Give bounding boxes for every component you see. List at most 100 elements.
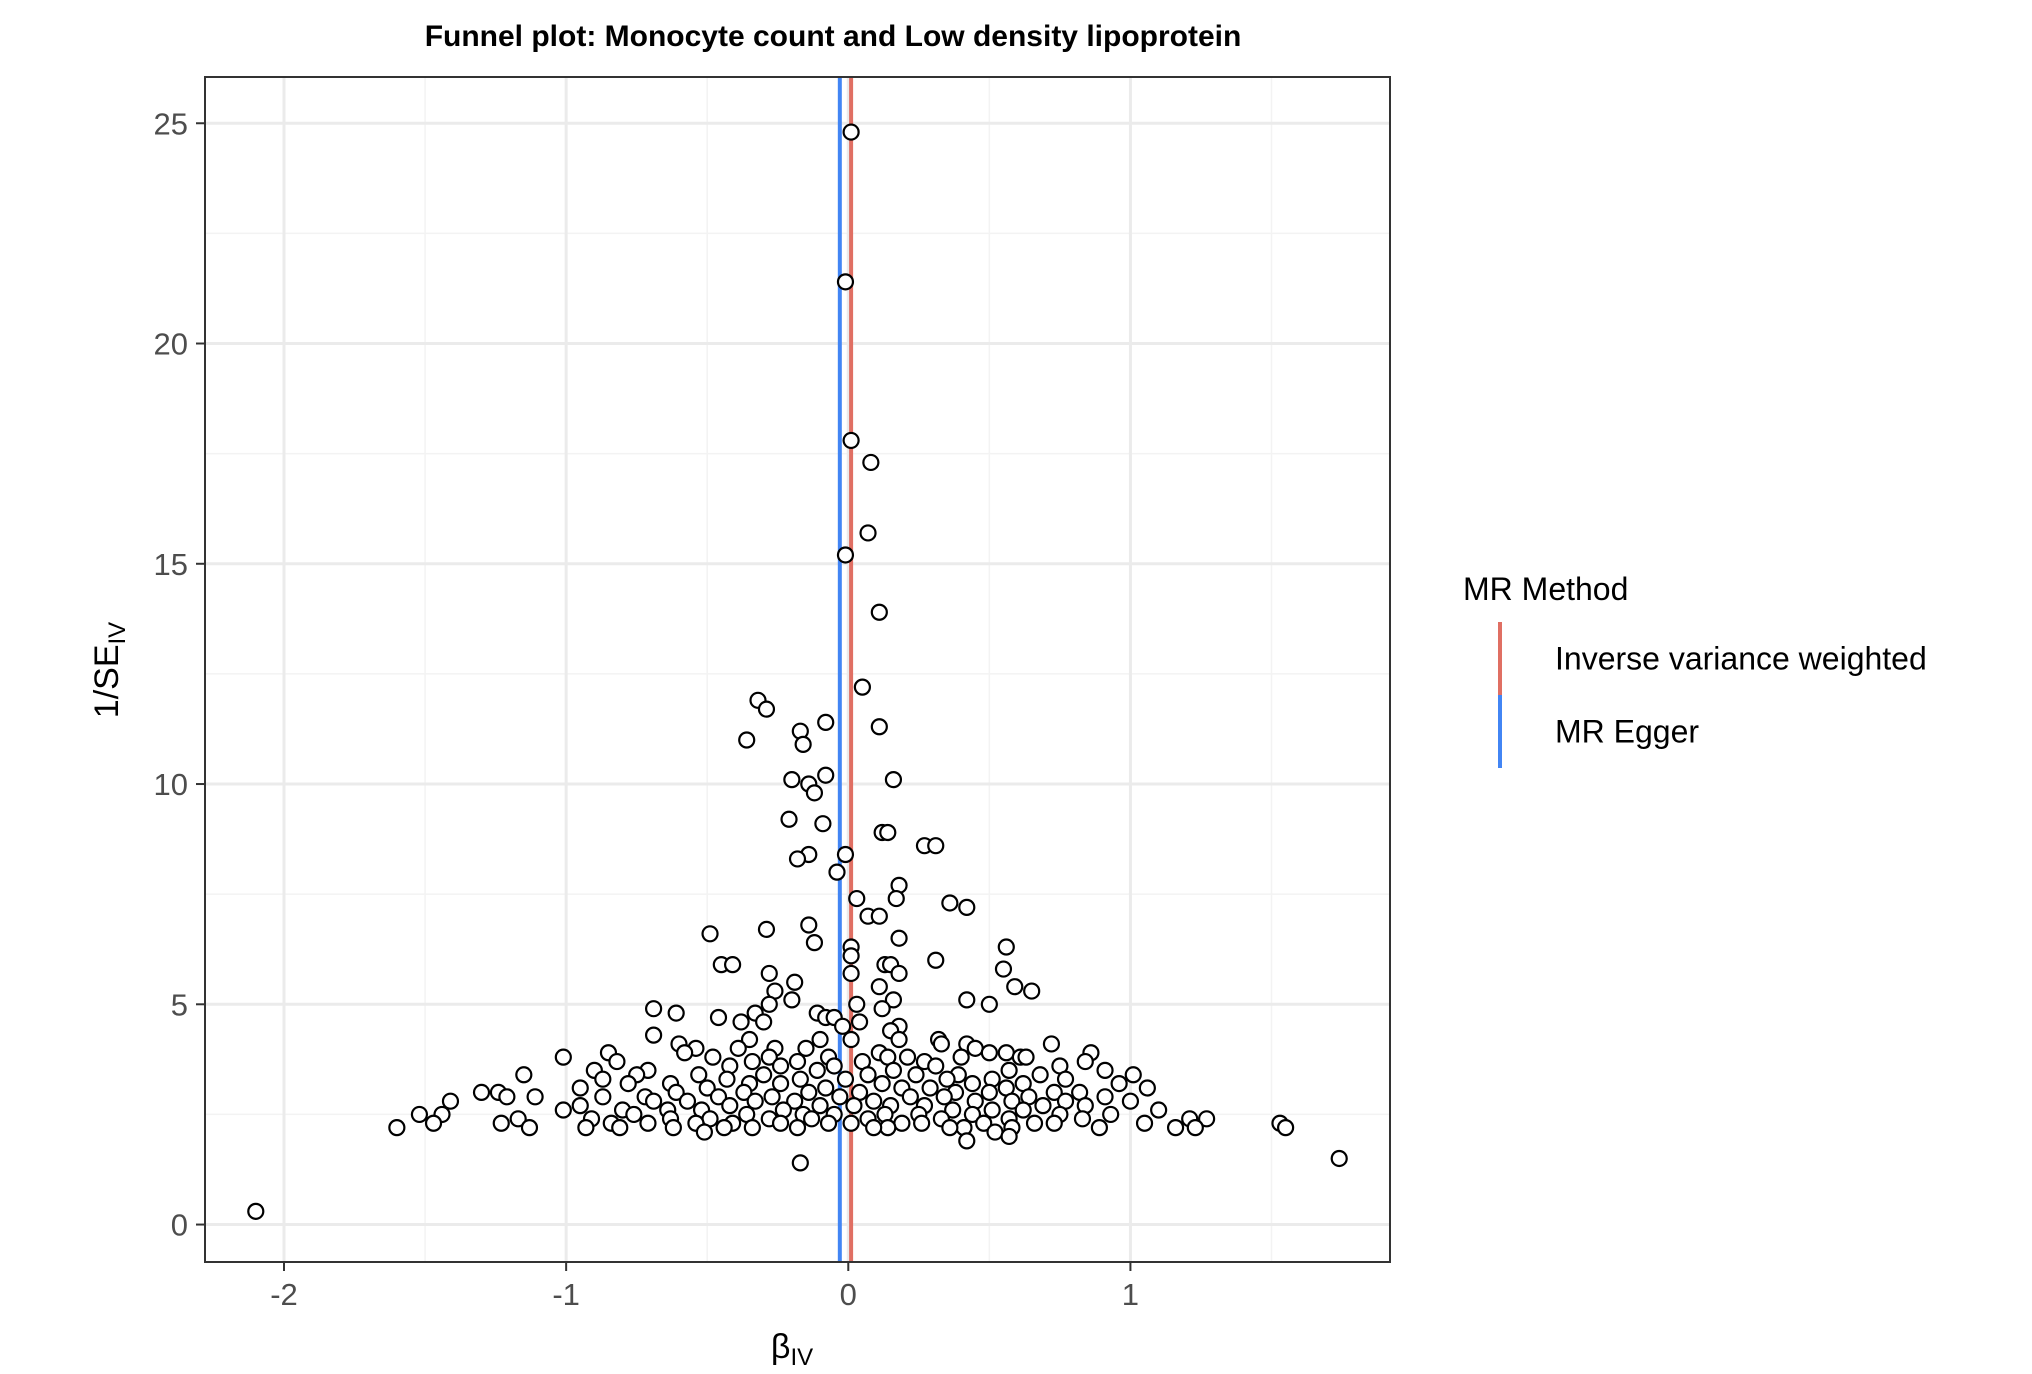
data-point (848, 889, 866, 908)
data-point (797, 1039, 815, 1057)
data-point (927, 837, 945, 855)
data-point (935, 1088, 953, 1106)
x-tick-label: -2 (270, 1277, 298, 1312)
data-point (927, 1057, 945, 1075)
data-point (842, 1114, 860, 1132)
data-point (1025, 1114, 1044, 1132)
data-point (760, 964, 778, 983)
data-point (870, 978, 888, 996)
data-point (690, 1066, 708, 1084)
data-point (963, 1105, 982, 1124)
legend-title: MR Method (1463, 571, 1628, 607)
data-point (554, 1101, 572, 1119)
data-point (577, 1119, 595, 1137)
data-point (554, 1048, 572, 1066)
data-point (983, 1101, 1001, 1119)
data-point (1073, 1110, 1092, 1128)
data-point (834, 1017, 852, 1035)
data-point (879, 1119, 897, 1137)
data-point (1102, 1105, 1120, 1124)
data-point (757, 920, 776, 939)
data-point (515, 1066, 533, 1084)
data-point (879, 823, 897, 842)
data-point (676, 1044, 694, 1062)
data-point (771, 1114, 790, 1132)
data-point (1006, 978, 1024, 996)
data-point (873, 1074, 891, 1093)
data-points (247, 123, 1348, 1220)
data-point (836, 546, 855, 564)
data-point (870, 718, 888, 736)
data-point (1110, 1074, 1128, 1093)
data-point (842, 947, 860, 965)
data-point (980, 1083, 998, 1101)
data-point (729, 1039, 747, 1057)
data-point (1135, 1114, 1154, 1132)
data-point (800, 1083, 818, 1101)
data-point (738, 731, 756, 749)
data-point (800, 916, 818, 934)
data-point (571, 1079, 589, 1097)
data-point (958, 898, 976, 916)
data-point (859, 524, 877, 542)
data-point (498, 1088, 516, 1106)
data-point (893, 1114, 911, 1132)
y-tick-label: 25 (154, 106, 188, 141)
data-point (1198, 1110, 1216, 1128)
data-point (975, 1114, 993, 1132)
data-point (786, 973, 804, 991)
data-point (944, 1101, 962, 1119)
data-point (746, 1092, 764, 1110)
data-point (721, 1097, 739, 1115)
data-point (645, 1000, 663, 1018)
data-point (571, 1097, 589, 1115)
data-point (862, 453, 880, 472)
data-point (859, 1066, 877, 1084)
data-point (831, 1088, 849, 1106)
data-point (865, 1092, 883, 1110)
data-point (1096, 1088, 1114, 1106)
data-point (836, 845, 855, 864)
data-point (698, 1079, 716, 1097)
data-point (817, 713, 835, 731)
data-point (791, 1070, 809, 1088)
data-point (848, 995, 866, 1013)
y-axis-title: 1/SEIV (88, 622, 131, 718)
legend: MR Method Inverse variance weighted MR Eg… (1463, 571, 1927, 768)
data-point (441, 1092, 460, 1110)
data-point (715, 1119, 733, 1137)
data-point (963, 1074, 982, 1093)
data-point (842, 123, 860, 141)
data-point (966, 1039, 984, 1057)
minor-gridlines (205, 77, 1390, 1262)
data-point (472, 1083, 491, 1101)
data-point (701, 925, 719, 943)
data-point (817, 766, 835, 784)
x-axis-title-sub: IV (790, 1344, 813, 1371)
data-point (819, 1114, 838, 1132)
data-point (704, 1048, 722, 1066)
data-point (997, 1044, 1015, 1062)
x-tick-label: 0 (840, 1277, 857, 1312)
data-point (817, 1079, 835, 1097)
data-point (424, 1114, 443, 1132)
data-point (842, 431, 860, 450)
y-tick-label: 0 (171, 1208, 188, 1243)
data-point (724, 956, 742, 974)
data-point (898, 1048, 917, 1066)
data-point (780, 810, 798, 828)
data-point (805, 934, 824, 952)
y-axis-title-main: 1/SE (88, 644, 126, 718)
data-point (760, 995, 778, 1013)
data-point (1121, 1092, 1140, 1110)
data-point (664, 1119, 682, 1137)
data-point (771, 1057, 790, 1075)
data-point (786, 1092, 804, 1110)
data-point (410, 1105, 429, 1124)
data-point (509, 1110, 527, 1128)
data-point (913, 1114, 931, 1132)
data-point (1023, 982, 1041, 1000)
y-tick-label: 5 (171, 987, 188, 1022)
data-point (735, 1083, 753, 1101)
